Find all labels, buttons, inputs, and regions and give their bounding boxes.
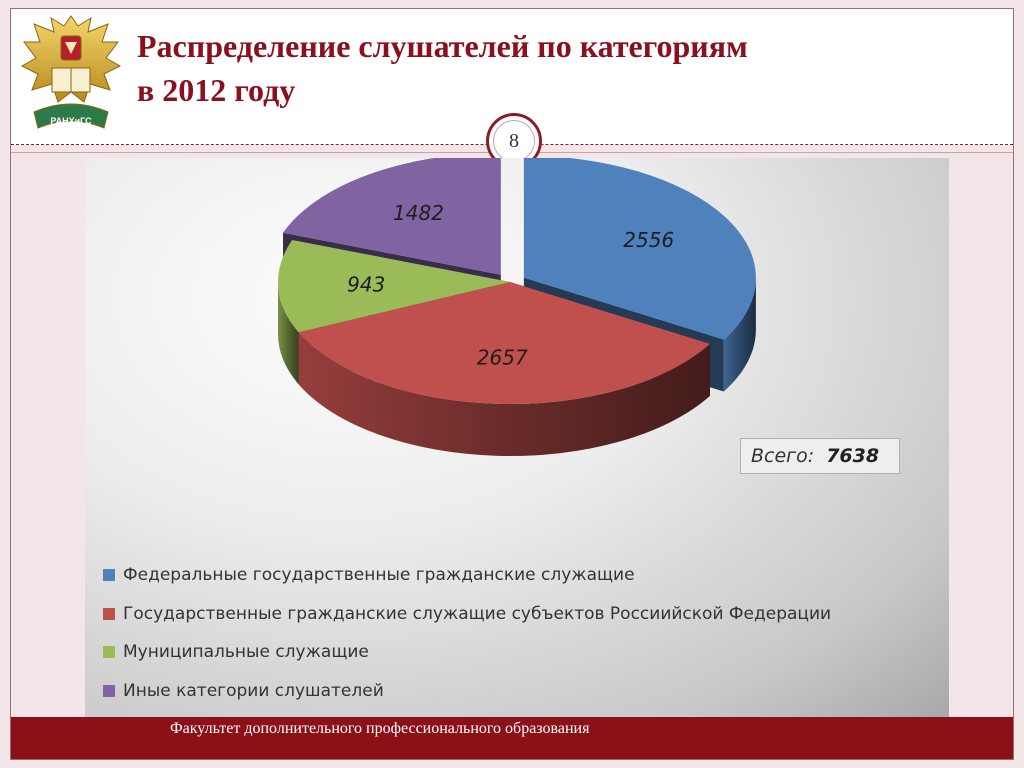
- pie-slice-federal: [523, 158, 756, 340]
- slide-frame: [10, 8, 1014, 760]
- slide-title: Распределение слушателей по категориям в…: [137, 24, 997, 112]
- slide-footer: [11, 717, 1013, 759]
- legend-swatch-municipal: [103, 646, 115, 659]
- legend-label-municipal: Муниципальные служащие: [123, 642, 369, 663]
- slide-title-line2: в 2012 году: [137, 72, 296, 108]
- page-number: 8: [509, 129, 519, 152]
- legend-swatch-federal: [103, 569, 115, 582]
- total-value: 7638: [826, 445, 880, 467]
- legend-item-regional: Государственные гражданские служащие суб…: [103, 595, 831, 634]
- total-box: Всего: 7638: [740, 438, 900, 474]
- legend-swatch-regional: [103, 607, 115, 620]
- pie-rim-regional: [298, 332, 710, 456]
- pie-slice-regional: [298, 282, 710, 404]
- legend-label-federal: Федеральные государственные гражданские …: [123, 565, 635, 586]
- legend-label-regional: Государственные гражданские служащие суб…: [123, 603, 832, 624]
- chart-legend: Федеральные государственные гражданские …: [103, 556, 831, 710]
- pie-label-regional: 2657: [477, 346, 528, 370]
- ranepa-emblem-icon: РАНХиГС: [20, 15, 122, 129]
- slide-title-line1: Распределение слушателей по категориям: [137, 28, 748, 64]
- pie-chart: 2556 2657 943 1482: [278, 158, 756, 456]
- total-label: Всего:: [751, 445, 815, 467]
- footer-text: Факультет дополнительного профессиональн…: [170, 720, 590, 737]
- legend-swatch-other: [103, 684, 115, 697]
- legend-item-federal: Федеральные государственные гражданские …: [103, 556, 831, 595]
- pie-slice-other: [283, 158, 501, 275]
- pie-rim-federal: [723, 277, 756, 392]
- legend-item-municipal: Муниципальные служащие: [103, 633, 831, 672]
- legend-item-other: Иные категории слушателей: [103, 672, 831, 711]
- legend-label-other: Иные категории слушателей: [123, 680, 384, 701]
- pie-label-federal: 2556: [623, 228, 674, 252]
- pie-rim-municipal: [278, 282, 299, 385]
- pie-slice-municipal: [278, 239, 510, 333]
- emblem-text: РАНХиГС: [50, 116, 92, 126]
- pie-label-other: 1482: [393, 201, 444, 225]
- pie-label-municipal: 943: [347, 273, 385, 297]
